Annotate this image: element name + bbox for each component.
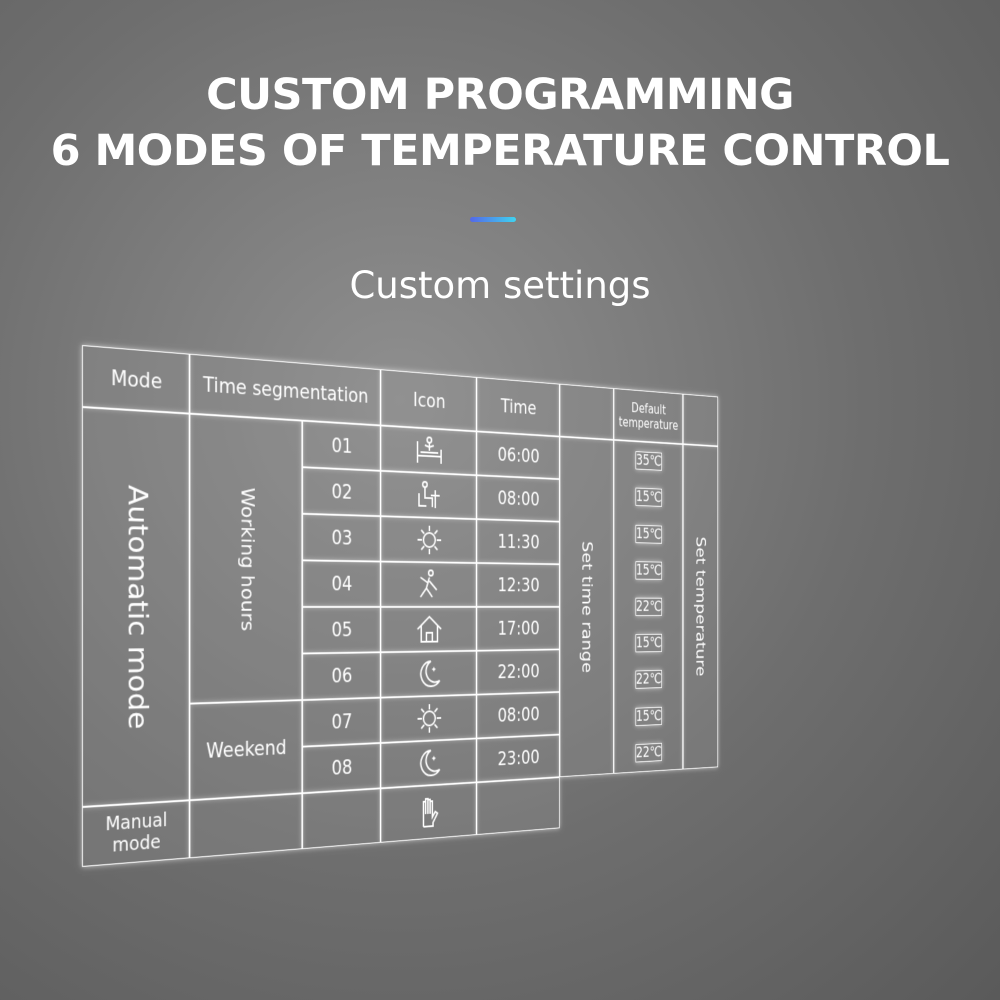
time-cell: 17:00 — [476, 606, 560, 651]
title-line: 6 MODES OF TEMPERATURE CONTROL — [50, 126, 950, 176]
segment-cell: 01 — [302, 420, 381, 471]
temperature-cell: 15℃ — [635, 634, 663, 653]
time-cell: 08:00 — [476, 475, 560, 522]
group-cell: Working hours — [189, 413, 303, 704]
segment-cell: 05 — [302, 606, 381, 654]
icon-cell — [380, 470, 477, 520]
temperature-cell: 15℃ — [635, 524, 663, 544]
temperature-cell: 15℃ — [635, 487, 663, 508]
time-cell: 08:00 — [476, 692, 560, 739]
temperature-column: 35℃ 15℃ 15℃ 15℃ 22℃ 15℃ 22℃ 15℃ 22℃ — [613, 439, 683, 774]
empty-cell — [189, 793, 303, 859]
note-cell: Set time range — [559, 436, 614, 778]
header-cell — [559, 383, 614, 440]
segment-cell: 08 — [302, 742, 381, 794]
accent-bar — [470, 217, 516, 222]
icon-cell — [380, 738, 477, 789]
header-cell: Default temperature — [613, 388, 683, 445]
header-cell: Mode — [82, 345, 190, 414]
table: Mode Time segmentation Icon Time Default tem… — [82, 345, 719, 867]
time-cell: 22:00 — [476, 649, 560, 695]
time-cell: 23:00 — [476, 734, 560, 783]
title-line: CUSTOM PROGRAMMING — [206, 70, 794, 120]
table-wrap: Mode Time segmentation Icon Time Default tem… — [82, 345, 719, 867]
segment-cell: 06 — [302, 652, 381, 701]
empty-cell — [476, 777, 560, 835]
temperature-cell: 22℃ — [635, 597, 663, 616]
time-cell: 12:30 — [476, 563, 560, 607]
icon-cell — [380, 694, 477, 743]
icon-cell — [380, 650, 477, 698]
segment-cell: 02 — [302, 467, 381, 517]
segment-cell: 07 — [302, 697, 381, 747]
temperature-cell: 22℃ — [635, 742, 663, 763]
segment-cell: 03 — [302, 513, 381, 562]
icon-cell — [380, 606, 477, 653]
icon-cell — [380, 561, 477, 607]
header-cell — [682, 393, 719, 447]
mode-cell: Automatic mode — [82, 407, 190, 807]
subtitle: Custom settings — [349, 264, 651, 307]
icon-cell — [380, 516, 477, 564]
time-cell: 11:30 — [476, 519, 560, 565]
mode-cell: Manual mode — [82, 800, 190, 867]
group-cell: Weekend — [189, 700, 303, 801]
time-cell: 06:00 — [476, 431, 560, 480]
icon-cell — [380, 425, 477, 476]
temperature-cell: 15℃ — [635, 706, 663, 726]
segment-cell: 04 — [302, 560, 381, 607]
header-cell: Icon — [380, 369, 477, 432]
icon-cell — [380, 782, 477, 843]
temperature-cell: 22℃ — [635, 670, 663, 690]
header-cell: Time — [476, 377, 560, 437]
empty-cell — [302, 788, 381, 850]
temperature-cell: 15℃ — [635, 561, 663, 580]
note-cell: Set temperature — [682, 444, 719, 770]
temperature-cell: 35℃ — [635, 451, 663, 471]
